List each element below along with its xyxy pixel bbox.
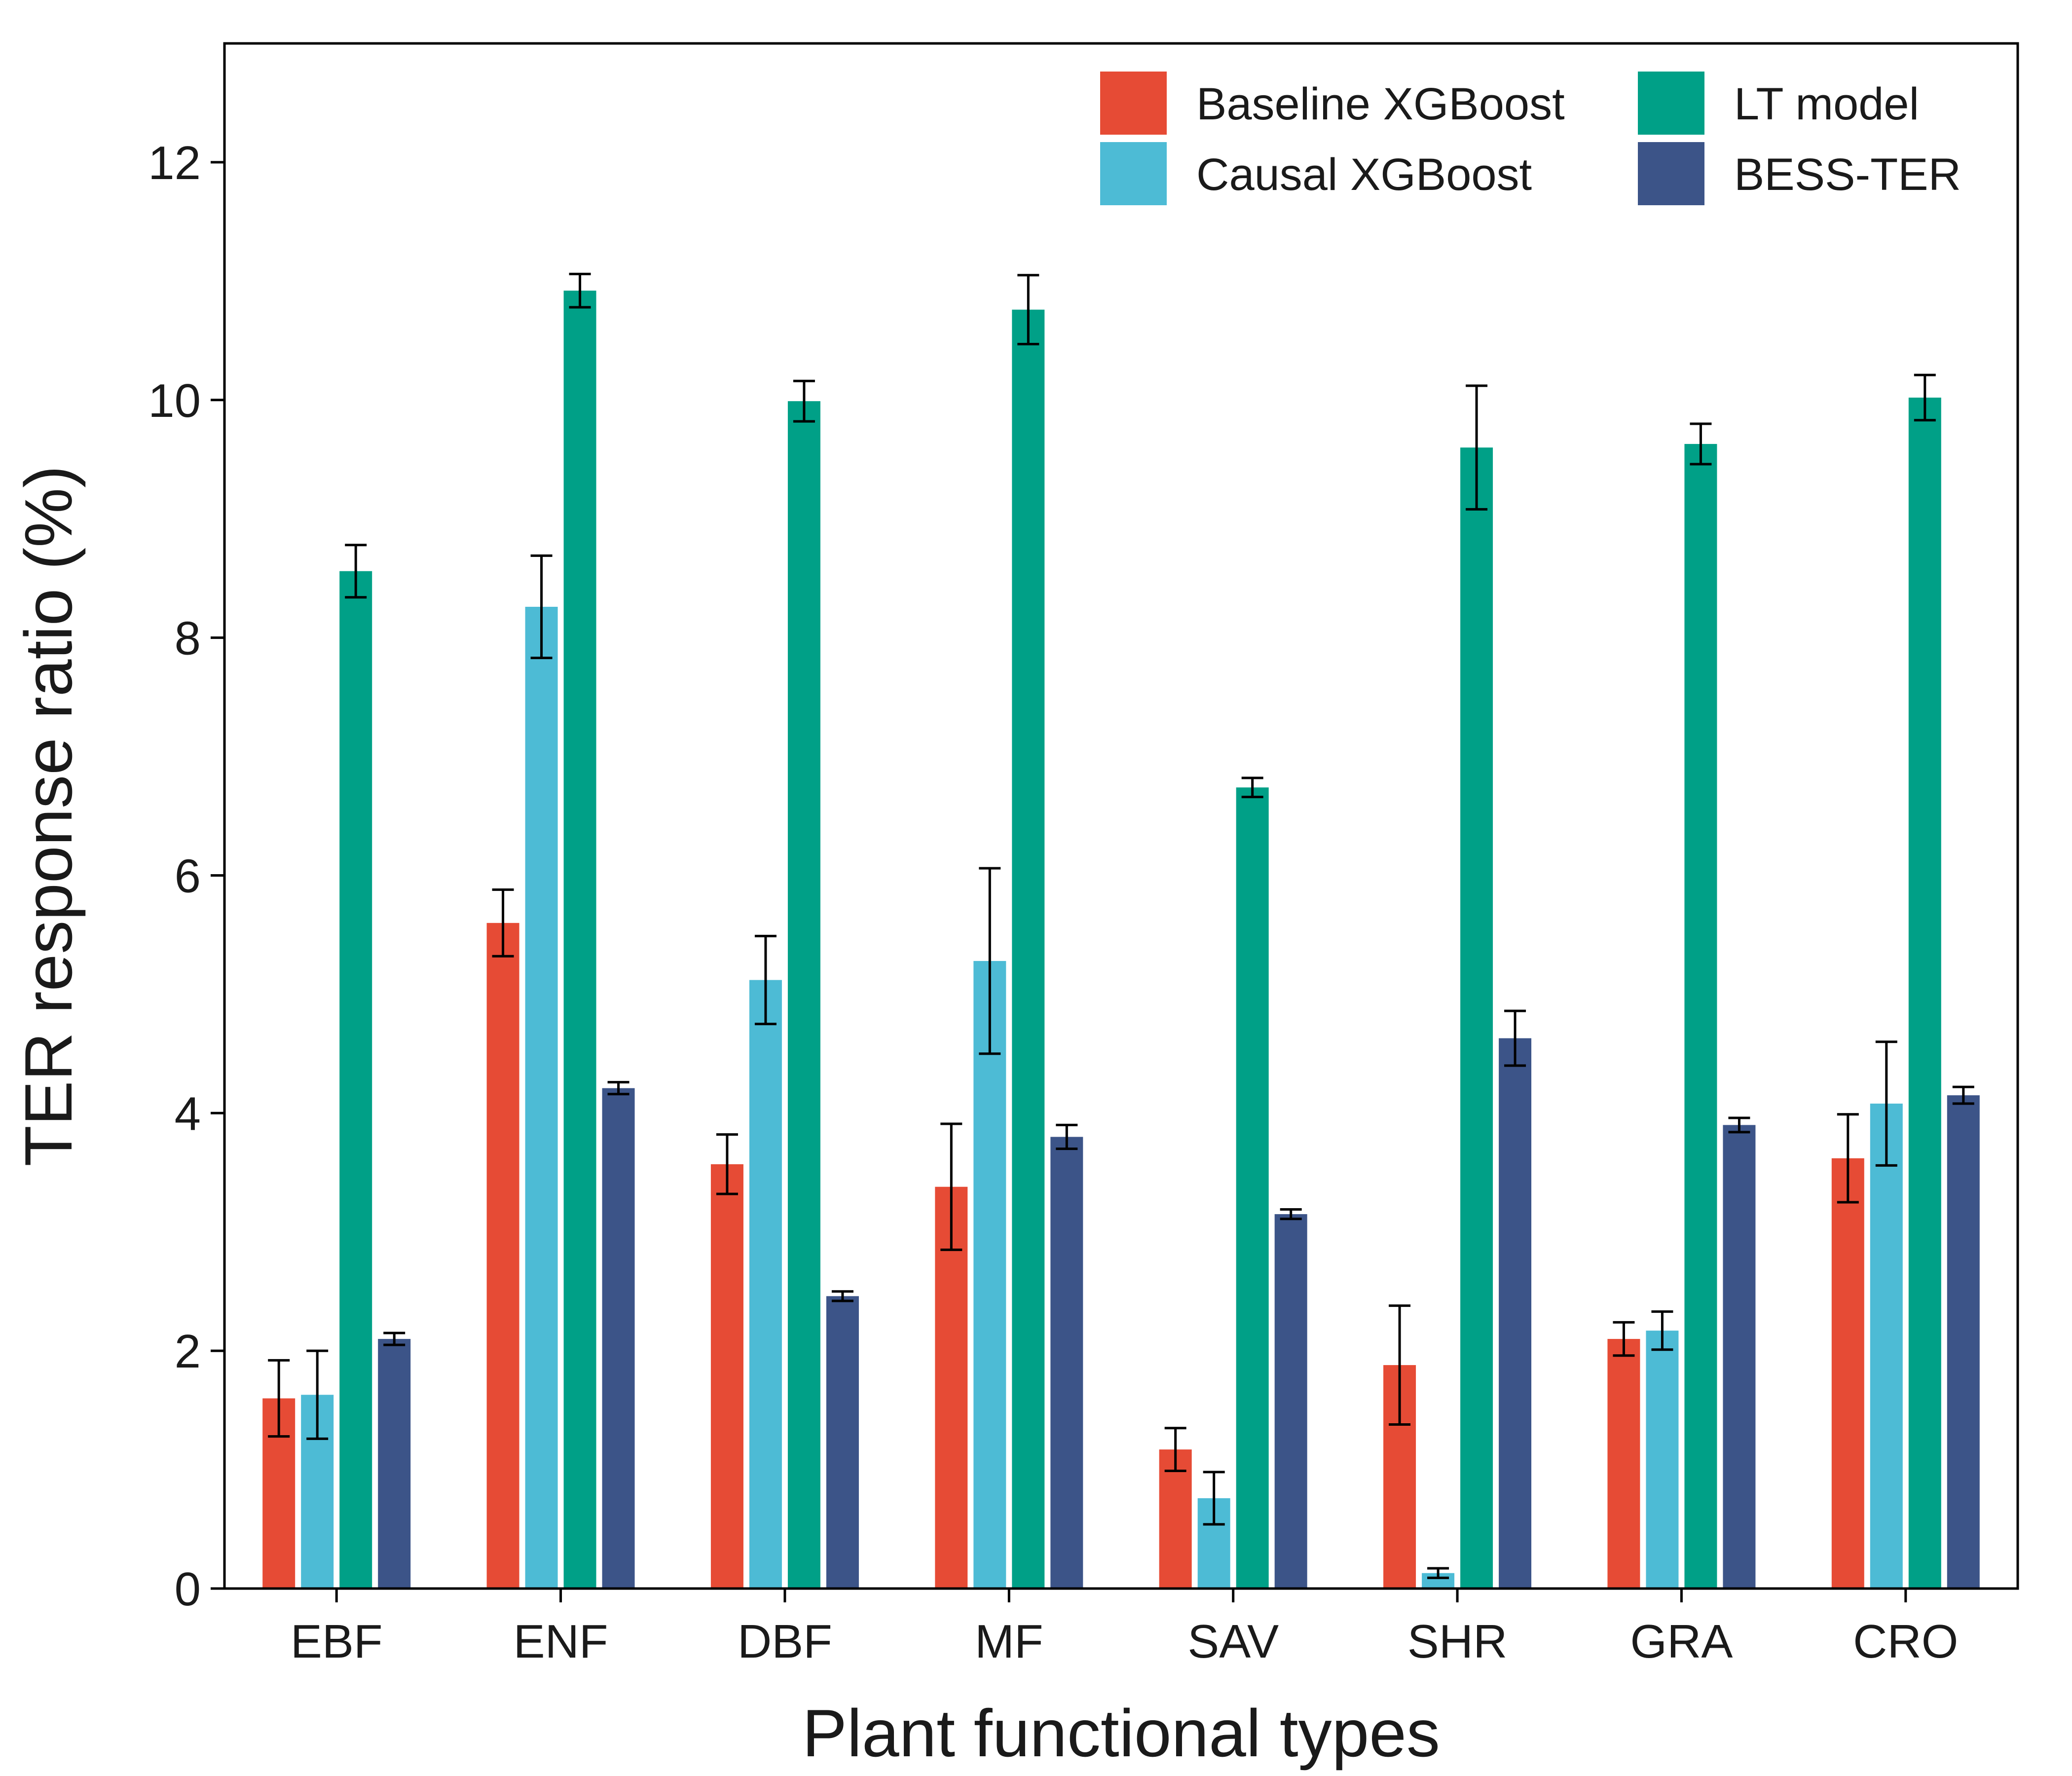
x-tick-label: MF	[975, 1615, 1043, 1668]
bars-layer	[262, 291, 1980, 1589]
plot-frame	[223, 42, 2019, 1590]
bar	[563, 291, 596, 1589]
legend-swatch	[1100, 72, 1167, 135]
x-tick-label: DBF	[738, 1615, 832, 1668]
error-bars-layer	[268, 272, 1974, 1579]
y-tick-label: 10	[148, 374, 201, 427]
bar	[1236, 787, 1269, 1589]
legend-label: BESS-TER	[1734, 149, 1961, 200]
x-axis: EBF ENF DBF MF SAV SHR GRA CRO	[291, 1589, 1958, 1668]
bar	[378, 1339, 411, 1589]
legend-item: LT model	[1638, 72, 1919, 135]
legend: Baseline XGBoost Causal XGBoost LT model BE…	[1100, 72, 1961, 205]
y-tick-label: 4	[175, 1087, 201, 1140]
bar	[1646, 1331, 1679, 1589]
bar	[486, 923, 519, 1589]
legend-item: BESS-TER	[1638, 142, 1961, 205]
x-tick-label: ENF	[514, 1615, 608, 1668]
y-axis-title: TER response ratio (%)	[11, 466, 86, 1167]
bar	[525, 606, 558, 1589]
legend-swatch	[1638, 72, 1704, 135]
legend-swatch	[1100, 142, 1167, 205]
y-tick-label: 6	[175, 850, 201, 902]
bar	[1607, 1339, 1640, 1589]
bar	[1050, 1137, 1083, 1589]
bar	[1831, 1158, 1864, 1589]
bar	[826, 1296, 859, 1589]
legend-item: Baseline XGBoost	[1100, 72, 1565, 135]
bar	[1870, 1104, 1903, 1589]
bar	[1274, 1214, 1307, 1589]
legend-swatch	[1638, 142, 1704, 205]
x-tick-label: EBF	[291, 1615, 383, 1668]
bar	[787, 401, 820, 1589]
x-tick-label: CRO	[1853, 1615, 1958, 1668]
y-tick-label: 2	[175, 1325, 201, 1378]
bar	[339, 571, 372, 1589]
y-axis: 0 2 4 6 8 10 12	[148, 137, 224, 1616]
x-axis-title: Plant functional types	[802, 1696, 1440, 1771]
bar	[1723, 1125, 1756, 1589]
y-tick-label: 0	[175, 1563, 201, 1616]
y-tick-label: 12	[148, 137, 201, 189]
legend-item: Causal XGBoost	[1100, 142, 1532, 205]
bar	[710, 1164, 743, 1589]
bar	[1947, 1095, 1980, 1589]
x-tick-label: SHR	[1407, 1615, 1508, 1668]
bar	[935, 1186, 968, 1589]
legend-label: Causal XGBoost	[1196, 149, 1532, 200]
bar	[602, 1088, 635, 1589]
y-tick-label: 8	[175, 612, 201, 665]
bar	[1908, 397, 1941, 1589]
bar	[973, 961, 1006, 1589]
bar	[1460, 447, 1493, 1589]
legend-label: LT model	[1734, 79, 1919, 129]
bar	[1012, 309, 1045, 1589]
x-tick-label: GRA	[1630, 1615, 1733, 1668]
x-tick-label: SAV	[1187, 1615, 1279, 1668]
bar	[1159, 1449, 1192, 1589]
legend-label: Baseline XGBoost	[1196, 79, 1565, 129]
bar	[1684, 444, 1717, 1589]
bar	[749, 980, 782, 1589]
bar	[1499, 1038, 1532, 1589]
